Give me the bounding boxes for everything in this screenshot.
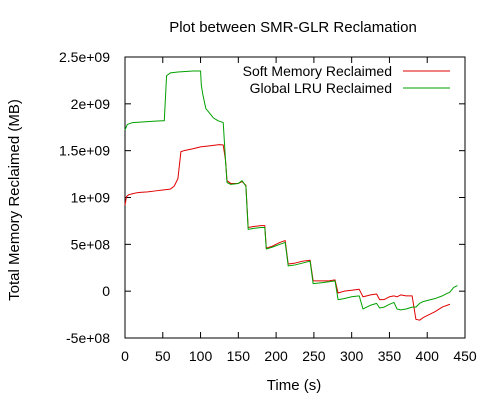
y-axis-tick-labels: -5e+08 0 5e+08 1e+09 1.5e+09 2e+09 2.5e+09 — [59, 49, 110, 346]
series-line-0 — [124, 144, 451, 321]
y-tick-label: 1.5e+09 — [59, 143, 110, 159]
x-axis-label: Time (s) — [267, 377, 321, 394]
y-axis-label: Total Memory Reclaimed (MB) — [6, 99, 23, 301]
y-tick-label: 2.5e+09 — [59, 49, 110, 65]
plot-area-frame — [124, 56, 466, 339]
y-tick-label: 0 — [102, 283, 110, 299]
x-tick-label: 450 — [453, 348, 477, 364]
legend: Soft Memory Reclaimed Global LRU Reclaim… — [243, 63, 450, 96]
chart-title: Plot between SMR-GLR Reclamation — [169, 19, 417, 36]
y-tick-label: 5e+08 — [71, 236, 111, 252]
legend-label-global-lru: Global LRU Reclaimed — [250, 80, 392, 96]
x-tick-label: 250 — [302, 348, 326, 364]
x-axis-tick-labels: 0 50 100 150 200 250 300 350 400 450 — [121, 348, 477, 364]
legend-label-soft-memory: Soft Memory Reclaimed — [243, 63, 392, 79]
x-tick-label: 50 — [155, 348, 171, 364]
x-tick-label: 200 — [264, 348, 288, 364]
y-tick-label: -5e+08 — [66, 330, 110, 346]
y-tick-label: 1e+09 — [71, 190, 111, 206]
x-tick-label: 300 — [340, 348, 364, 364]
x-tick-label: 0 — [121, 348, 129, 364]
x-tick-label: 400 — [416, 348, 440, 364]
series-line-1 — [124, 70, 458, 311]
y-tick-label: 2e+09 — [71, 96, 111, 112]
tick-marks — [124, 56, 466, 339]
x-tick-label: 100 — [189, 348, 213, 364]
x-tick-label: 350 — [378, 348, 402, 364]
series-lines — [124, 70, 458, 321]
x-tick-label: 150 — [227, 348, 251, 364]
